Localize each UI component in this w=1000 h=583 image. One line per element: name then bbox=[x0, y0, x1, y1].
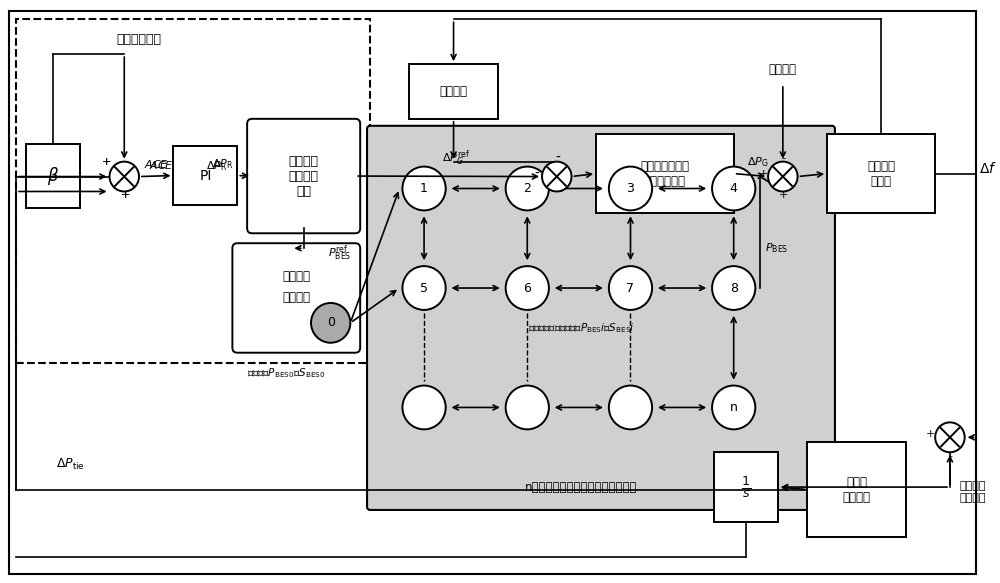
Text: $\beta$: $\beta$ bbox=[47, 165, 59, 187]
Text: -: - bbox=[761, 173, 766, 187]
Text: 0: 0 bbox=[327, 317, 335, 329]
Text: 联络线
同步系数: 联络线 同步系数 bbox=[843, 476, 871, 504]
Bar bbox=[714, 452, 778, 522]
Text: 下发信号$P_{\rm BES0}$，$S_{\rm BES0}$: 下发信号$P_{\rm BES0}$，$S_{\rm BES0}$ bbox=[247, 366, 326, 380]
Circle shape bbox=[402, 266, 446, 310]
Text: $P_{\rm BES}^{\rm ref}$: $P_{\rm BES}^{\rm ref}$ bbox=[328, 243, 352, 263]
Circle shape bbox=[609, 385, 652, 429]
Text: 相邻区域
频率偏差: 相邻区域 频率偏差 bbox=[960, 481, 986, 503]
Text: $\frac{1}{s}$: $\frac{1}{s}$ bbox=[741, 474, 751, 500]
Text: +: + bbox=[102, 157, 111, 167]
Circle shape bbox=[935, 422, 965, 452]
Text: $ACE$: $ACE$ bbox=[144, 157, 169, 170]
Text: 2: 2 bbox=[523, 182, 531, 195]
Bar bbox=[16, 19, 370, 363]
Text: +: + bbox=[121, 191, 130, 201]
Text: 3: 3 bbox=[627, 182, 634, 195]
Text: 储能单元之间交换信号$P_{\rm BES}i$，$S_{\rm BES}i$: 储能单元之间交换信号$P_{\rm BES}i$，$S_{\rm BES}i$ bbox=[528, 321, 635, 335]
Circle shape bbox=[712, 266, 755, 310]
FancyBboxPatch shape bbox=[232, 243, 360, 353]
Circle shape bbox=[609, 266, 652, 310]
Text: $\Delta f$: $\Delta f$ bbox=[979, 161, 998, 176]
Bar bbox=[807, 442, 906, 537]
Text: +: + bbox=[121, 191, 130, 201]
Circle shape bbox=[110, 161, 139, 191]
Text: 1: 1 bbox=[420, 182, 428, 195]
Text: +: + bbox=[102, 157, 111, 167]
Text: $ACE$: $ACE$ bbox=[149, 159, 174, 171]
Text: 火电机组调速器
和汽轮机模型: 火电机组调速器 和汽轮机模型 bbox=[640, 160, 689, 188]
Text: +: + bbox=[926, 429, 935, 440]
Bar bbox=[26, 143, 80, 208]
Text: 7: 7 bbox=[626, 282, 634, 294]
Text: -: - bbox=[782, 153, 786, 163]
Text: PI: PI bbox=[199, 168, 212, 182]
Circle shape bbox=[311, 303, 350, 343]
Circle shape bbox=[506, 385, 549, 429]
Bar bbox=[596, 134, 734, 213]
Text: 区域控制中心: 区域控制中心 bbox=[117, 33, 162, 45]
Text: $P_{\rm BES}$: $P_{\rm BES}$ bbox=[765, 241, 789, 255]
Text: $\Delta P_{\rm R}$: $\Delta P_{\rm R}$ bbox=[212, 157, 233, 170]
Text: $\Delta P_G^{\rm ref}$: $\Delta P_G^{\rm ref}$ bbox=[442, 149, 470, 168]
Circle shape bbox=[768, 161, 798, 191]
Circle shape bbox=[506, 167, 549, 210]
Text: 4: 4 bbox=[730, 182, 738, 195]
Circle shape bbox=[402, 167, 446, 210]
Text: 二次调频
功率分配
策略: 二次调频 功率分配 策略 bbox=[289, 154, 319, 198]
Text: 量管理层: 量管理层 bbox=[282, 292, 310, 304]
Text: -: - bbox=[949, 451, 953, 461]
Text: $\Delta P_{\rm tie}$: $\Delta P_{\rm tie}$ bbox=[56, 457, 85, 472]
Text: +: + bbox=[779, 191, 789, 201]
Text: 储能站能: 储能站能 bbox=[282, 269, 310, 283]
FancyBboxPatch shape bbox=[247, 119, 360, 233]
Circle shape bbox=[712, 385, 755, 429]
Circle shape bbox=[712, 167, 755, 210]
Text: $\Delta P_{\rm G}$: $\Delta P_{\rm G}$ bbox=[747, 154, 769, 168]
Text: 负荷扰动: 负荷扰动 bbox=[769, 62, 797, 76]
Bar bbox=[173, 146, 237, 205]
Text: +: + bbox=[758, 168, 768, 178]
Text: -: - bbox=[555, 150, 560, 164]
Text: 区域等值
机模型: 区域等值 机模型 bbox=[867, 160, 895, 188]
FancyBboxPatch shape bbox=[367, 126, 835, 510]
Bar bbox=[827, 134, 935, 213]
Text: 下垂系数: 下垂系数 bbox=[440, 85, 468, 98]
Circle shape bbox=[542, 161, 572, 191]
Text: n组储能单元的分布式协同控制算法: n组储能单元的分布式协同控制算法 bbox=[525, 480, 638, 494]
Circle shape bbox=[506, 266, 549, 310]
Bar bbox=[409, 64, 498, 119]
Text: 5: 5 bbox=[420, 282, 428, 294]
Circle shape bbox=[609, 167, 652, 210]
Text: -: - bbox=[535, 167, 540, 181]
Circle shape bbox=[402, 385, 446, 429]
Text: 8: 8 bbox=[730, 282, 738, 294]
Text: n: n bbox=[730, 401, 738, 414]
Text: 6: 6 bbox=[523, 282, 531, 294]
Text: $\Delta P_{\rm R}$: $\Delta P_{\rm R}$ bbox=[206, 159, 227, 173]
